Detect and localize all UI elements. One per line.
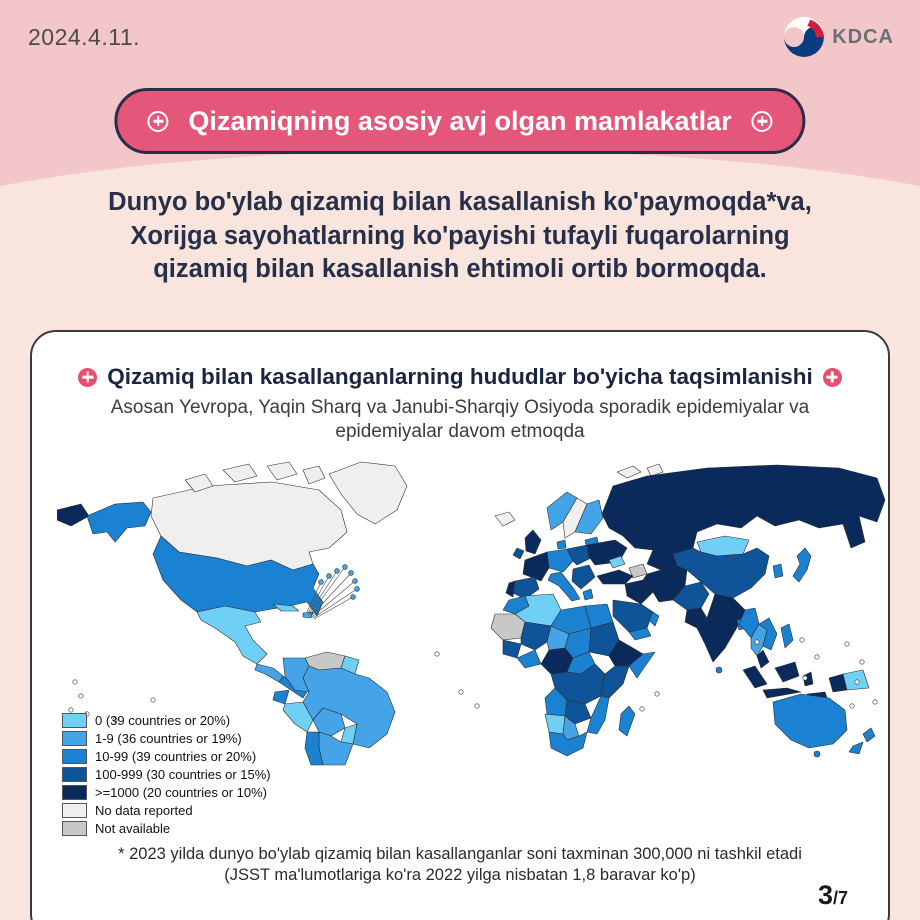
page-number-current: 3 [817,880,833,910]
card-subtitle: Asosan Yevropa, Yaqin Sharq va Janubi-Sh… [32,396,888,444]
legend-row: >=1000 (20 countries or 10%) [62,784,271,800]
card-subtitle-line-1: Asosan Yevropa, Yaqin Sharq va Janubi-Sh… [110,397,810,418]
legend-row: 100-999 (30 countries or 15%) [62,766,271,782]
header-pill-label: Qizamiqning asosiy avj olgan mamlakatlar [188,105,732,136]
date-label: 2024.4.11. [28,24,141,50]
legend-row: Not available [62,820,271,836]
legend-label: 10-99 (39 countries or 20%) [95,748,257,764]
page-number: 3/7 [818,880,848,911]
header-pill: Qizamiqning asosiy avj olgan mamlakatlar [114,88,806,154]
plus-icon [78,367,98,387]
legend-swatch [62,748,87,764]
legend-label: 0 (39 countries or 20%) [95,712,231,728]
card-title-row: Qizamiq bilan kasallanganlarning hududla… [32,364,888,390]
kdca-emblem-icon [784,17,825,57]
footnote-line-1: * 2023 yilda dunyo bo'ylab qizamiq bilan… [118,845,802,863]
legend-swatch [62,730,87,746]
legend-row: 1-9 (36 countries or 19%) [62,730,271,746]
plus-icon [147,110,169,132]
legend-swatch [62,820,87,836]
legend-label: Not available [95,820,171,836]
world-map-svg [57,461,886,766]
card-subtitle-line-2: epidemiyalar davom etmoqda [335,420,585,442]
legend-label: No data reported [95,802,193,818]
kdca-logo: KDCA [783,16,894,58]
legend-swatch [62,712,87,728]
legend-swatch [62,784,87,800]
ocean-island-dots [68,637,878,723]
page-number-total: /7 [832,888,848,908]
legend-label: 100-999 (30 countries or 15%) [95,766,271,782]
map-landmasses [57,461,886,766]
legend-label: >=1000 (20 countries or 10%) [95,784,267,800]
legend-swatch [62,766,87,782]
legend-swatch [62,802,87,818]
legend-row: No data reported [62,802,271,818]
map-legend: 0 (39 countries or 20%) 1-9 (36 countrie… [62,712,271,836]
caribbean-leader-lines [306,566,358,620]
plus-icon [751,110,773,132]
legend-row: 10-99 (39 countries or 20%) [62,748,271,764]
intro-line-2: Xorijga sayohatlarning ko'payishi tufayl… [130,221,790,250]
intro-line-1: Dunyo bo'ylab qizamiq bilan kasallanish … [108,188,812,216]
intro-line-3: qizamiq bilan kasallanish ehtimoli ortib… [153,255,767,284]
legend-row: 0 (39 countries or 20%) [62,712,271,728]
plus-icon [822,367,842,387]
world-map [57,454,887,766]
kdca-logo-text: KDCA [832,25,894,48]
footnote: * 2023 yilda dunyo bo'ylab qizamiq bilan… [32,844,888,887]
card-title: Qizamiq bilan kasallanganlarning hududla… [107,364,813,389]
map-card: Qizamiq bilan kasallanganlarning hududla… [30,330,890,920]
legend-label: 1-9 (36 countries or 19%) [95,730,242,746]
intro-text: Dunyo bo'ylab qizamiq bilan kasallanish … [0,186,920,287]
footnote-line-2: (JSST ma'lumotlariga ko'ra 2022 yilga ni… [224,866,696,885]
